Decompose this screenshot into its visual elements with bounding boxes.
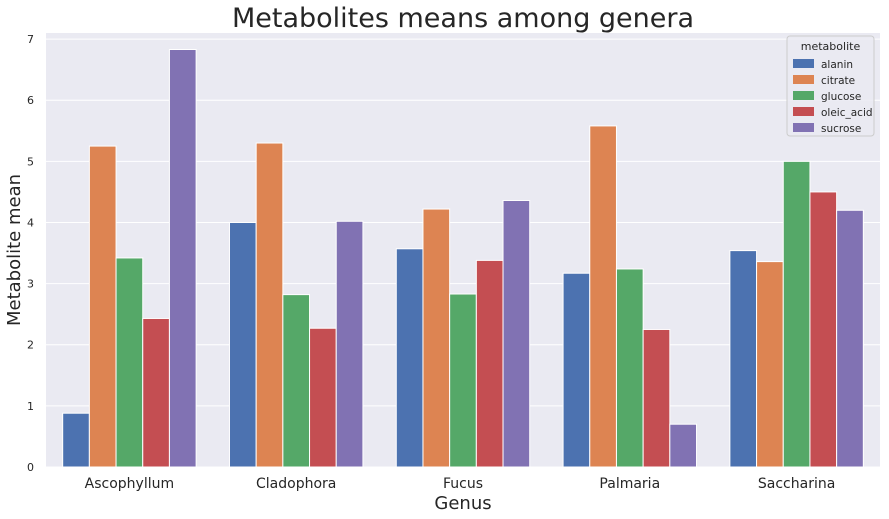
bar-oleic_acid-fucus	[475, 259, 504, 468]
y-tick-label: 7	[27, 33, 34, 46]
y-tick-label: 5	[27, 155, 34, 168]
x-tick-label: Palmaria	[599, 476, 660, 492]
legend-swatch-glucose	[793, 91, 814, 100]
legend-swatch-oleic_acid	[793, 107, 814, 116]
x-tick-label: Fucus	[443, 476, 483, 492]
bar-alanin-fucus	[395, 248, 424, 468]
x-tick-label: Cladophora	[256, 476, 336, 492]
x-tick-label: Saccharina	[758, 476, 835, 492]
y-tick-label: 3	[27, 278, 34, 291]
bar-oleic_acid-palmaria	[642, 328, 671, 468]
y-tick-label: 0	[27, 461, 34, 474]
x-tick-label: Ascophyllum	[85, 476, 174, 492]
legend-title: metabolite	[801, 40, 861, 53]
bar-sucrose-palmaria	[669, 423, 698, 468]
bar-sucrose-fucus	[502, 199, 531, 468]
legend-label: glucose	[821, 91, 861, 103]
bar-oleic_acid-ascophyllum	[142, 317, 170, 468]
bar-sucrose-ascophyllum	[168, 49, 197, 468]
legend-label: oleic_acid	[821, 107, 873, 119]
bars	[62, 49, 864, 468]
y-axis-label: Metabolite mean	[4, 174, 25, 326]
bar-citrate-palmaria	[589, 125, 617, 468]
y-tick-label: 6	[27, 94, 34, 107]
bar-citrate-ascophyllum	[88, 145, 117, 468]
bar-alanin-palmaria	[562, 272, 591, 468]
bar-oleic_acid-cladophora	[309, 327, 337, 468]
bar-glucose-fucus	[449, 293, 477, 468]
bar-oleic_acid-saccharina	[809, 191, 838, 468]
bar-sucrose-saccharina	[836, 209, 864, 468]
y-tick-label: 4	[27, 216, 34, 229]
legend-swatch-alanin	[793, 59, 814, 68]
chart-title: Metabolites means among genera	[232, 3, 694, 34]
bar-glucose-palmaria	[615, 268, 644, 468]
bar-glucose-ascophyllum	[115, 257, 144, 468]
y-tick-label: 1	[27, 400, 34, 413]
bar-alanin-cladophora	[228, 221, 257, 468]
legend-label: alanin	[821, 59, 853, 71]
bar-alanin-ascophyllum	[62, 412, 90, 468]
bar-alanin-saccharina	[729, 250, 758, 468]
legend: metabolite alanin citrate glucose oleic_aci…	[786, 35, 875, 137]
x-axis-label: Genus	[434, 493, 491, 514]
bar-glucose-saccharina	[782, 160, 811, 468]
bar-sucrose-cladophora	[335, 220, 364, 468]
legend-swatch-citrate	[793, 75, 814, 84]
y-axis-ticks: 0 1 2 3 4 5 6 7	[27, 33, 34, 474]
legend-swatch-sucrose	[793, 123, 814, 132]
x-axis-ticks: Ascophyllum Cladophora Fucus Palmaria Saccha…	[85, 476, 836, 492]
bar-citrate-fucus	[422, 208, 451, 468]
legend-label: citrate	[821, 75, 855, 87]
bar-citrate-cladophora	[255, 142, 284, 468]
bar-glucose-cladophora	[282, 294, 311, 468]
y-tick-label: 2	[27, 339, 34, 352]
bar-citrate-saccharina	[756, 261, 784, 468]
legend-label: sucrose	[821, 123, 861, 135]
